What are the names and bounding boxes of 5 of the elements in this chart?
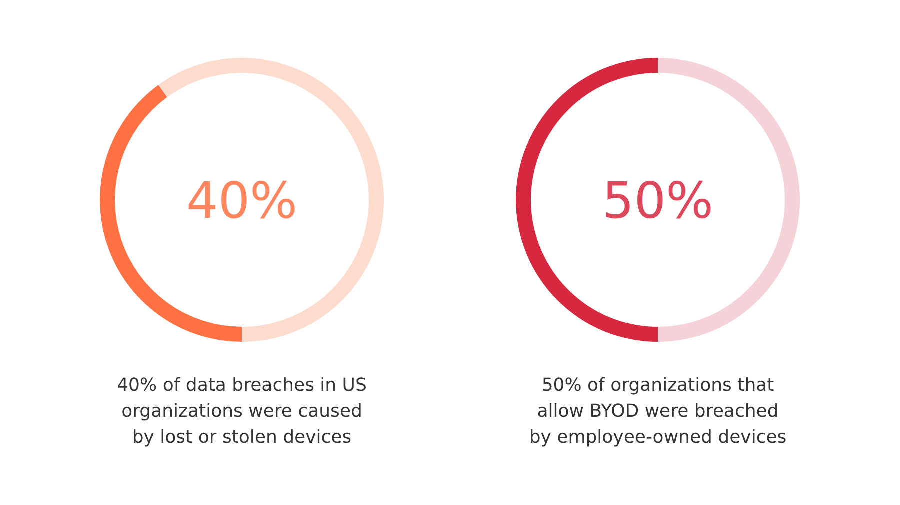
- text: 40%: [186, 172, 298, 230]
- text: 40% of data breaches in US organizations were caused by lost or stolen devices: [117, 375, 367, 448]
- donut-slice: [158, 58, 384, 342]
- text: 50% of organizations that allow BYOD were breached by employee-owned devices: [529, 375, 787, 448]
- text: 50%: [602, 172, 714, 230]
